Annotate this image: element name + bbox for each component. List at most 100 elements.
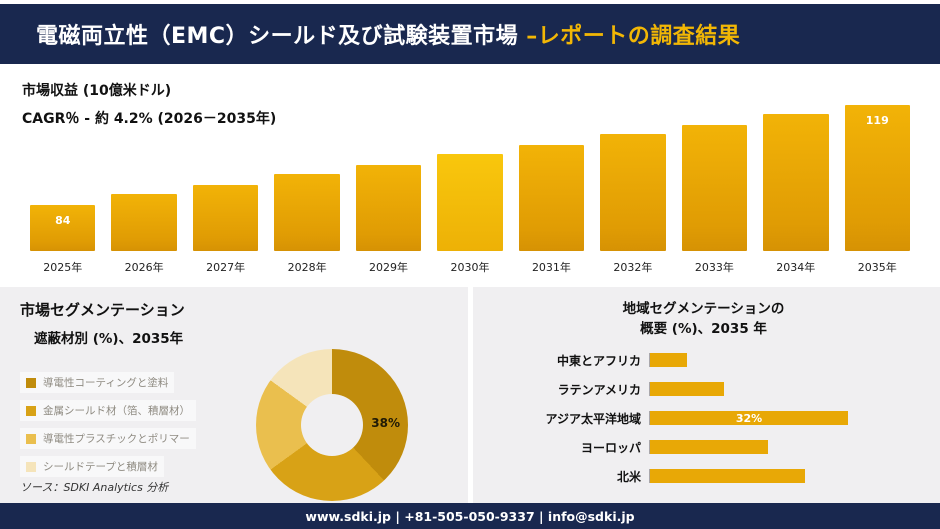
legend-color-chip: [26, 405, 36, 416]
donut-hole: [301, 394, 363, 456]
revenue-bar: [111, 193, 177, 251]
page-title-accent: –レポートの調査結果: [526, 24, 741, 49]
legend-item: 導電性プラスチックとポリマー: [20, 428, 196, 449]
region-bar-row: 北米: [487, 468, 920, 485]
revenue-bar-category-label: 2026年: [124, 261, 164, 274]
region-title-line2: 概要 (%)、2035 年: [640, 321, 767, 338]
region-panel: 地域セグメンテーションの 概要 (%)、2035 年 中東とアフリカ ラテンアメリカ…: [473, 287, 940, 503]
donut-value-label: 38%: [371, 415, 400, 430]
segmentation-body: 導電性コーティングと塗料金属シールド材（箔、積層材） 導電性プラスチックとポリマー…: [0, 349, 468, 501]
revenue-bar-category-label: 2032年: [613, 261, 653, 274]
segmentation-panel: 市場セグメンテーション 遮蔽材別 (%)、2035年 導電性コーティングと塗料金…: [0, 287, 468, 503]
revenue-bar-value-label: [763, 114, 828, 140]
revenue-bar: 84: [30, 205, 96, 251]
legend-color-chip: [26, 433, 36, 444]
revenue-bar-value-label: [356, 165, 421, 191]
region-category-label: 北米: [616, 469, 641, 484]
revenue-bar: [681, 125, 748, 251]
revenue-bar-item: 2030年: [437, 153, 503, 275]
region-bar-row: ラテンアメリカ: [487, 381, 920, 398]
revenue-bar: [355, 165, 422, 251]
revenue-bar-item: 84 2025年: [30, 205, 96, 275]
revenue-bar: 119: [844, 105, 910, 251]
segmentation-title: 市場セグメンテーション: [20, 301, 185, 319]
revenue-bar-category-label: 2035年: [857, 261, 897, 274]
legend-item: シールドテープと積層材: [20, 456, 164, 477]
revenue-bar-category-label: 2033年: [694, 261, 734, 274]
revenue-bar-value-label: [437, 154, 502, 180]
revenue-bar-value-label: 84: [55, 214, 71, 227]
revenue-bar: [437, 153, 503, 251]
revenue-bar-item: 2031年: [518, 145, 585, 275]
legend-label: 導電性コーティングと塗料: [43, 377, 169, 389]
revenue-bar: [763, 113, 829, 251]
region-bar-track: [649, 469, 920, 483]
header: 電磁両立性（EMC）シールド及び試験装置市場 –レポートの調査結果: [0, 4, 940, 64]
region-title-line1: 地域セグメンテーションの: [622, 301, 785, 317]
revenue-bar-category-label: 2029年: [369, 261, 409, 274]
revenue-bar-item: 119 2035年: [844, 105, 910, 275]
source-note: ソース：SDKI Analytics 分析: [20, 481, 169, 494]
legend-item: 導電性コーティングと塗料: [20, 372, 175, 393]
revenue-bar: [600, 133, 666, 251]
region-bar: [650, 440, 768, 454]
revenue-bar-category-label: 2031年: [531, 261, 571, 274]
region-category-label: ヨーロッパ: [580, 440, 641, 455]
region-bar-chart: 中東とアフリカ ラテンアメリカアジア太平洋地域 32% ヨーロッパ北米: [487, 352, 920, 485]
revenue-bar-item: 2034年: [763, 113, 829, 275]
revenue-bar: [192, 185, 259, 251]
revenue-bar-item: 2027年: [192, 185, 259, 275]
region-bar-track: [649, 382, 920, 396]
page-title: 電磁両立性（EMC）シールド及び試験装置市場 –レポートの調査結果: [36, 18, 740, 50]
region-chart-title: 地域セグメンテーションの 概要 (%)、2035 年: [487, 299, 920, 340]
legend-label: 導電性プラスチックとポリマー: [43, 433, 190, 445]
revenue-bar-value-label: [682, 125, 747, 151]
revenue-bar-item: 2026年: [111, 193, 177, 275]
region-bar: [650, 382, 724, 396]
revenue-bar-item: 2029年: [355, 165, 422, 275]
region-bar: 32%: [650, 411, 848, 425]
region-bar-track: [649, 353, 920, 367]
revenue-bar-chart: 84 2025年 2026年 2027年 2028年 2029年 2030年 2031年 203…: [30, 105, 910, 275]
legend-label: シールドテープと積層材: [43, 461, 158, 473]
revenue-cagr-label: CAGR％ - 約 4.2% (2026－2035年): [22, 111, 277, 127]
region-category-label: アジア太平洋地域: [545, 411, 641, 426]
bottom-panels: 市場セグメンテーション 遮蔽材別 (%)、2035年 導電性コーティングと塗料金…: [0, 279, 940, 503]
region-category-label: ラテンアメリカ: [557, 382, 641, 397]
donut-legend: 導電性コーティングと塗料金属シールド材（箔、積層材） 導電性プラスチックとポリマー…: [0, 372, 230, 484]
region-bar: [650, 353, 687, 367]
legend-color-chip: [26, 461, 36, 472]
region-bar: [650, 469, 805, 483]
revenue-bar-value-label: 119: [865, 114, 889, 127]
footer: www.sdki.jp | +81-505-050-9337 | info@sd…: [0, 503, 940, 529]
revenue-bar-item: 2028年: [274, 173, 340, 275]
revenue-bar-value-label: [111, 194, 176, 220]
legend-item: 金属シールド材（箔、積層材）: [20, 400, 196, 421]
legend-label: 金属シールド材（箔、積層材）: [43, 405, 190, 417]
revenue-bar-category-label: 2030年: [450, 261, 490, 274]
revenue-bar-category-label: 2028年: [287, 261, 327, 274]
revenue-chart-title: 市場収益 (10億米ドル): [22, 83, 172, 99]
revenue-bar: [518, 145, 585, 251]
region-bar-row: 中東とアフリカ: [487, 352, 920, 369]
page-title-main: 電磁両立性（EMC）シールド及び試験装置市場: [36, 24, 527, 49]
donut-chart-wrap: 38%: [256, 349, 408, 501]
segmentation-subtitle: 遮蔽材別 (%)、2035年: [34, 331, 184, 347]
revenue-bar-item: 2033年: [681, 125, 748, 275]
revenue-bar-value-label: [274, 174, 339, 200]
footer-contact-text: www.sdki.jp | +81-505-050-9337 | info@sd…: [305, 508, 635, 524]
revenue-bar-value-label: [600, 134, 665, 160]
revenue-bar: [274, 173, 340, 251]
revenue-bar-value-label: [519, 145, 584, 171]
region-category-label: 中東とアフリカ: [556, 353, 641, 368]
revenue-bar-value-label: [193, 185, 258, 211]
revenue-bar-category-label: 2034年: [776, 261, 816, 274]
region-bar-row: ヨーロッパ: [487, 439, 920, 456]
revenue-chart-panel: 市場収益 (10億米ドル) CAGR％ - 約 4.2% (2026－2035年…: [0, 64, 940, 279]
revenue-bar-category-label: 2025年: [43, 261, 83, 274]
revenue-bar-category-label: 2027年: [206, 261, 246, 274]
legend-color-chip: [26, 377, 36, 388]
region-bar-row: アジア太平洋地域 32%: [487, 410, 920, 427]
region-bar-track: [649, 440, 920, 454]
